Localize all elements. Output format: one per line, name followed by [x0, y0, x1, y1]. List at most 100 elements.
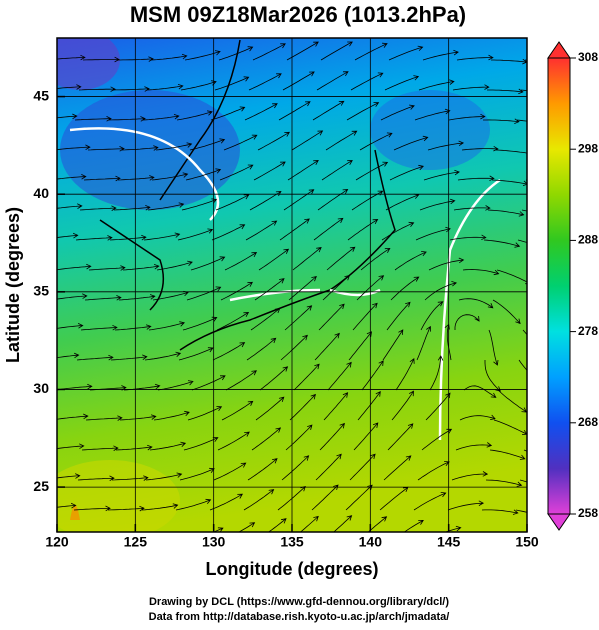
streamline [179, 467, 215, 481]
streamline [451, 471, 489, 481]
streamline [219, 164, 254, 181]
streamline [109, 234, 147, 241]
streamline [181, 198, 218, 211]
streamline [491, 179, 527, 186]
streamline [150, 53, 188, 61]
streamline [390, 276, 420, 301]
streamline [444, 525, 462, 532]
streamline [519, 479, 527, 483]
x-tick-label: 150 [515, 534, 539, 550]
streamline [367, 516, 388, 532]
streamline [178, 347, 214, 361]
streamline [354, 42, 388, 61]
streamline [85, 415, 123, 421]
streamline [386, 301, 411, 331]
streamline [142, 114, 180, 121]
colorbar-min-arrow [547, 513, 571, 531]
streamline [57, 323, 84, 329]
streamline [389, 164, 424, 181]
streamline [211, 224, 246, 241]
streamline [224, 252, 258, 271]
streamline [381, 221, 415, 241]
streamline [492, 299, 521, 325]
streamline [253, 161, 286, 181]
streamline [394, 251, 427, 271]
streamline [359, 132, 393, 151]
streamline [388, 45, 424, 61]
streamline [87, 27, 123, 32]
colorbar-tick-label: 278 [578, 324, 598, 338]
streamline [487, 209, 525, 217]
streamline [191, 375, 226, 391]
x-tick-label: 145 [437, 534, 461, 550]
streamline [483, 239, 521, 248]
streamline [268, 518, 287, 532]
colorbar [547, 57, 571, 515]
streamline [321, 160, 353, 181]
streamline [383, 455, 412, 481]
streamline [183, 437, 219, 451]
streamline [88, 265, 126, 271]
colorbar-tick-label: 258 [578, 506, 598, 520]
streamline [327, 361, 352, 391]
streamline [57, 144, 91, 151]
streamline [311, 484, 339, 511]
streamline [319, 422, 345, 451]
streamline [420, 301, 444, 331]
streamline [348, 331, 373, 361]
streamline [326, 246, 356, 271]
streamline [461, 535, 497, 541]
streamline [147, 202, 185, 211]
streamline [118, 294, 156, 301]
streamline [316, 71, 349, 91]
streamline [424, 281, 458, 301]
streamline [108, 116, 146, 122]
colorbar-tick-label: 308 [578, 50, 598, 64]
streamline [320, 41, 353, 61]
streamline [257, 131, 291, 151]
streamline [57, 174, 87, 180]
streamline [87, 537, 123, 542]
streamline [57, 84, 82, 90]
streamline [447, 500, 485, 511]
streamline [75, 235, 113, 241]
streamline [185, 168, 222, 181]
streamline [187, 406, 223, 421]
streamline [148, 321, 185, 331]
streamline [488, 329, 499, 366]
streamline [258, 248, 290, 271]
streamline [287, 159, 319, 181]
streamline [117, 175, 155, 181]
streamline [79, 205, 117, 211]
streamline [151, 172, 189, 181]
streamline [280, 334, 308, 361]
streamline [355, 161, 389, 181]
streamline [428, 257, 465, 271]
streamline [289, 393, 316, 421]
streamline [57, 293, 88, 300]
streamline [189, 138, 226, 151]
streamline [244, 103, 278, 121]
streamline [429, 355, 444, 391]
streamline [248, 73, 282, 91]
streamline [215, 194, 250, 211]
streamline [285, 424, 313, 451]
streamline [489, 449, 526, 460]
streamline [293, 363, 320, 391]
streamline [259, 366, 289, 391]
streamline [427, 140, 465, 151]
streamline [186, 286, 222, 301]
streamline [279, 218, 310, 241]
streamline [449, 234, 487, 241]
streamline [76, 354, 114, 361]
streamline [413, 492, 447, 511]
streamline [423, 169, 460, 181]
streamline [515, 509, 527, 513]
streamline [175, 498, 212, 511]
streamline [157, 380, 194, 391]
footer-line: Drawing by DCL (https://www.gfd-dennou.o… [149, 596, 449, 608]
streamline [495, 149, 527, 156]
streamline [122, 264, 160, 271]
streamline [345, 484, 373, 511]
